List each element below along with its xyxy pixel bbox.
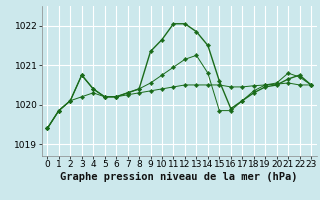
X-axis label: Graphe pression niveau de la mer (hPa): Graphe pression niveau de la mer (hPa) [60,172,298,182]
